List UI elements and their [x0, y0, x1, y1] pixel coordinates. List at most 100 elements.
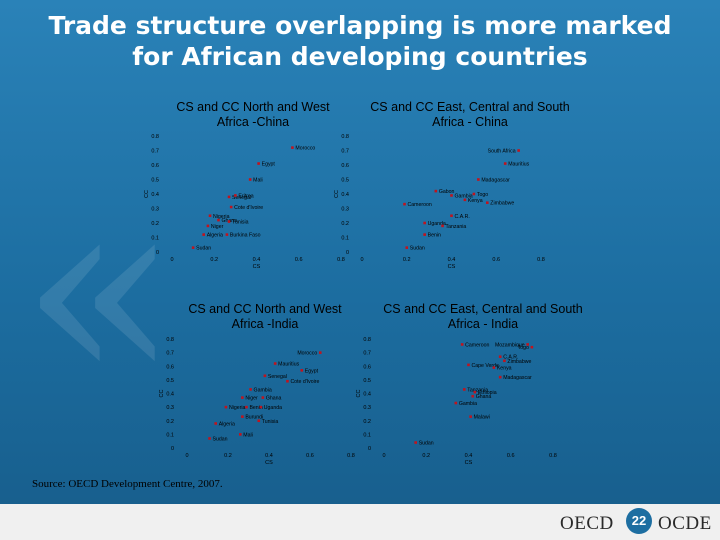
- panel-title-ecs-china: CS and CC East, Central and South Africa…: [355, 100, 585, 130]
- data-point: [249, 388, 252, 391]
- panel-title-line-1: CS and CC North and West: [176, 100, 330, 114]
- panel-title-line-1: CS and CC East, Central and South: [370, 100, 570, 114]
- data-point: [225, 233, 229, 236]
- x-tick-label: 0.8: [537, 257, 545, 263]
- y-tick-label: 0: [368, 446, 371, 452]
- x-tick-label: 0.4: [253, 257, 261, 263]
- point-label: Niger: [245, 396, 258, 402]
- x-axis-label: CS: [448, 264, 456, 270]
- x-axis-label: CS: [265, 460, 273, 466]
- point-label: Malawi: [474, 415, 490, 421]
- data-point: [229, 205, 233, 209]
- y-tick-label: 0.6: [341, 163, 349, 169]
- y-tick-label: 0.6: [166, 364, 174, 370]
- oecd-logo-text: OECD: [560, 513, 614, 534]
- point-label: Zimbabwe: [490, 201, 514, 207]
- panel-title-ecs-india: CS and CC East, Central and South Africa…: [368, 302, 598, 332]
- point-label: Mauritius: [508, 162, 529, 168]
- x-tick-label: 0.4: [448, 257, 456, 263]
- x-tick-label: 0.8: [347, 453, 355, 459]
- data-point: [227, 220, 231, 223]
- x-tick-label: 0.8: [549, 453, 557, 459]
- data-point: [414, 441, 417, 444]
- data-point: [263, 374, 267, 378]
- point-label: Sudan: [419, 441, 434, 447]
- data-point: [526, 343, 529, 346]
- data-point: [206, 224, 210, 228]
- data-point: [257, 419, 261, 423]
- x-tick-label: 0.6: [295, 257, 303, 263]
- scatter-chart-ecs-africa-china: 00.10.20.30.40.50.60.70.80 0.2 0.4 0.6 0.8CS…: [334, 134, 545, 270]
- point-label: Morocco: [295, 146, 315, 152]
- y-tick-label: 0.6: [151, 163, 159, 169]
- data-point: [454, 401, 458, 405]
- data-point: [469, 415, 472, 418]
- data-point: [259, 405, 263, 409]
- panel-title-line-2: Africa -India: [231, 317, 299, 331]
- point-label: Ethiopia: [478, 390, 497, 396]
- point-label: Cameroon: [465, 342, 489, 348]
- point-label: Burkina Faso: [230, 233, 261, 239]
- y-tick-label: 0: [156, 250, 159, 256]
- data-point: [423, 221, 426, 225]
- data-point: [300, 369, 304, 372]
- point-label: Kenya: [468, 198, 483, 204]
- point-label: Sudan: [213, 436, 228, 442]
- data-point: [423, 233, 426, 236]
- y-tick-label: 0.2: [341, 221, 349, 227]
- data-point: [239, 433, 242, 436]
- data-point: [492, 366, 496, 369]
- y-tick-label: 0.1: [363, 432, 371, 438]
- data-point: [248, 178, 252, 181]
- scatter-chart-nw-africa-india: 0 0.1 0.2 0.3 0.4 0.5 0.6 0.7 0.8 0 0.2 0.4 0.6 0.8 CS…: [159, 337, 355, 466]
- data-point: [234, 194, 237, 197]
- y-tick-label: 0: [171, 446, 174, 452]
- data-point: [208, 214, 212, 218]
- point-label: Tanzania: [467, 387, 488, 393]
- y-tick-label: 0.2: [151, 221, 159, 227]
- point-label: Egypt: [262, 162, 276, 168]
- y-tick-label: 0.3: [151, 207, 159, 213]
- point-label: Senegal: [268, 374, 287, 380]
- x-tick-label: 0.6: [492, 257, 500, 263]
- panel-title-line-2: Africa - India: [447, 317, 519, 331]
- y-tick-label: 0.5: [166, 378, 174, 384]
- point-label: Zimbabwe: [507, 359, 531, 365]
- point-label: Mozambique: [495, 342, 525, 348]
- data-point: [441, 224, 444, 228]
- point-label: Uganda: [428, 221, 446, 227]
- y-tick-label: 0.7: [151, 149, 159, 155]
- point-label: Mali: [243, 432, 253, 438]
- panel-title-line-2: Africa -China: [216, 115, 290, 129]
- data-point: [261, 396, 265, 399]
- point-label: Cape Verde: [472, 363, 500, 369]
- data-point: [257, 162, 260, 165]
- point-label: Algeria: [207, 233, 223, 239]
- y-axis-label: CC: [144, 190, 150, 198]
- y-tick-label: 0.3: [363, 405, 371, 411]
- data-point: [471, 394, 475, 398]
- data-point: [291, 146, 294, 149]
- data-point: [498, 355, 502, 359]
- point-label: C.A.R.: [455, 214, 470, 220]
- point-label: Ghana: [266, 396, 282, 402]
- y-tick-label: 0.3: [166, 405, 174, 411]
- y-tick-label: 0.3: [341, 207, 349, 213]
- point-label: Tunisia: [232, 220, 249, 226]
- y-tick-label: 0.4: [151, 192, 159, 198]
- point-label: Gabon: [439, 189, 455, 195]
- point-label: Eritrea: [238, 193, 253, 199]
- data-point: [403, 202, 406, 206]
- data-point: [503, 359, 506, 363]
- y-tick-label: 0.8: [166, 337, 174, 343]
- y-tick-label: 0.6: [363, 364, 371, 370]
- y-tick-label: 0.1: [166, 432, 174, 438]
- y-tick-label: 0.1: [151, 236, 159, 242]
- x-tick-label: 0.2: [403, 257, 411, 263]
- x-axis-label: CS: [465, 460, 473, 466]
- point-label: Sudan: [410, 246, 425, 252]
- slide-title-line-2: for African developing countries: [132, 42, 588, 71]
- y-tick-label: 0.8: [363, 337, 371, 343]
- y-tick-label: 0.5: [341, 178, 349, 184]
- point-label: South Africa: [488, 149, 516, 155]
